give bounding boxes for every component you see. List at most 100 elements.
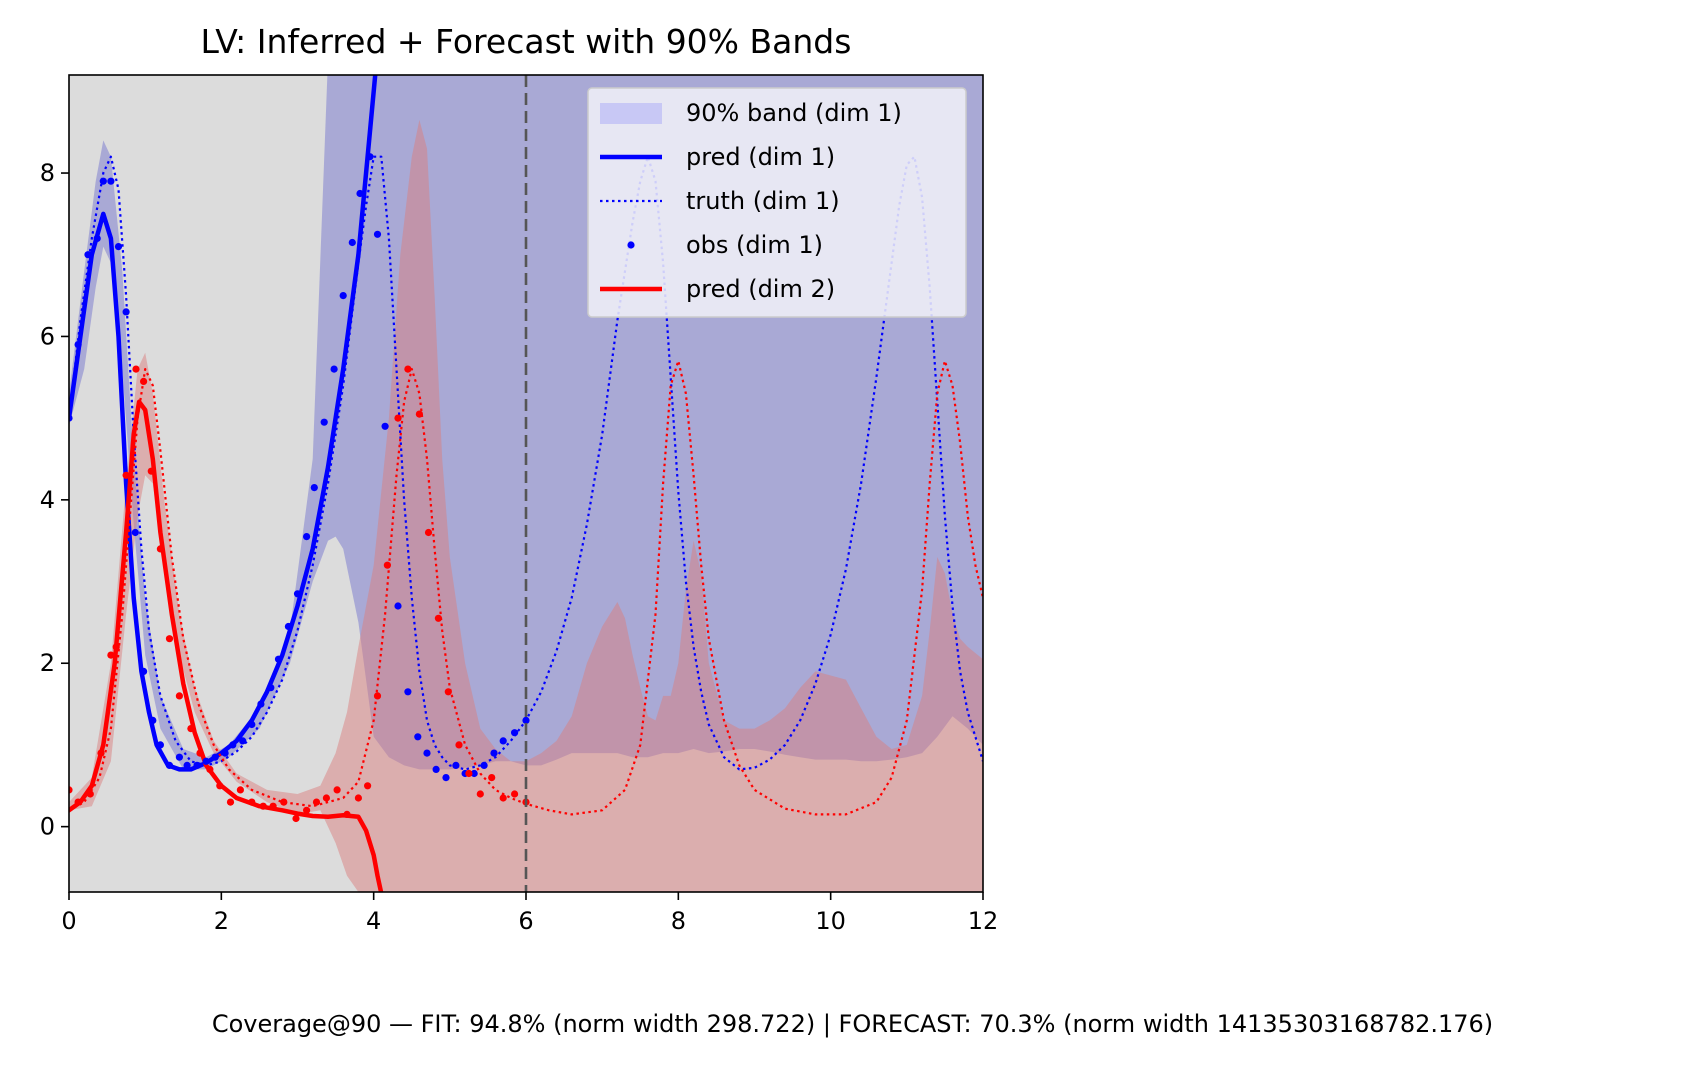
obs-dim-2-point [488, 774, 496, 782]
obs-dim-1-point [394, 602, 402, 610]
obs-dim-2-point [259, 802, 267, 810]
obs-dim-1-point [99, 177, 107, 185]
y-tick-label: 6 [40, 322, 55, 350]
legend: 90% band (dim 1) pred (dim 1) truth (dim 1… [587, 87, 967, 318]
obs-dim-1-point [107, 177, 115, 185]
obs-dim-1-point [69, 414, 73, 422]
x-tick-label: 8 [671, 907, 686, 935]
obs-dim-1-point [221, 749, 229, 757]
obs-dim-2-point [156, 545, 164, 553]
obs-dim-2-point [269, 802, 277, 810]
obs-dim-1-point [366, 153, 374, 161]
obs-dim-1-point [267, 684, 275, 692]
legend-label: pred (dim 2) [686, 275, 835, 303]
obs-dim-2-point [226, 798, 235, 806]
obs-dim-1-point [442, 774, 450, 782]
chart-title: LV: Inferred + Forecast with 90% Bands [201, 22, 852, 61]
obs-dim-2-point [465, 769, 473, 778]
obs-dim-1-point [470, 769, 478, 778]
markers-layer [69, 153, 530, 823]
obs-dim-1-point [490, 749, 498, 757]
legend-label: pred (dim 1) [686, 143, 835, 171]
obs-dim-2-point [196, 749, 204, 757]
legend-item: obs (dim 1) [627, 231, 823, 259]
obs-dim-1-point [310, 484, 318, 492]
legend-item: pred (dim 2) [600, 275, 835, 303]
obs-dim-2-point [499, 794, 507, 802]
y-tick-label: 2 [40, 649, 55, 677]
obs-dim-2-point [292, 814, 300, 823]
y-tick-label: 0 [40, 813, 55, 841]
legend-swatch [600, 103, 662, 124]
obs-dim-2-point [248, 798, 256, 806]
coverage-caption: Coverage@90 — FIT: 94.8% (norm width 298… [211, 1010, 1494, 1038]
obs-dim-1-point [330, 365, 338, 373]
obs-dim-1-point [303, 533, 311, 541]
obs-dim-2-point [444, 688, 452, 696]
obs-dim-1-point [114, 243, 123, 251]
obs-dim-1-point [356, 189, 364, 198]
obs-dim-1-point [149, 716, 157, 725]
obs-dim-2-point [476, 790, 484, 798]
obs-dim-2-point [312, 798, 321, 806]
x-tick-label: 2 [214, 907, 229, 935]
obs-dim-2-point [394, 414, 402, 422]
obs-dim-1-point [348, 238, 356, 247]
obs-dim-1-point [93, 234, 101, 242]
obs-dim-1-point [183, 761, 191, 770]
obs-dim-2-point [354, 794, 362, 802]
obs-dim-2-point [187, 725, 195, 733]
obs-dim-1-point [499, 737, 507, 745]
obs-dim-2-point [132, 365, 140, 373]
obs-dim-1-point [211, 753, 219, 761]
obs-dim-2-point [373, 692, 382, 700]
obs-dim-1-point [84, 251, 92, 259]
obs-dim-1-point [165, 761, 174, 770]
obs-dim-1-point [140, 667, 148, 676]
obs-dim-1-point [423, 749, 431, 757]
obs-dim-1-point [131, 528, 139, 537]
obs-dim-1-point [202, 757, 210, 765]
x-tick-label: 6 [518, 907, 533, 935]
obs-dim-1-point [320, 418, 328, 426]
obs-dim-2-point [147, 467, 155, 475]
obs-dim-2-point [343, 810, 351, 819]
y-axis: 0 2 4 6 8 [40, 159, 69, 841]
obs-dim-2-point [175, 692, 183, 700]
obs-dim-1-point [522, 716, 530, 725]
obs-dim-1-point [229, 741, 237, 749]
legend-item: truth (dim 1) [600, 187, 840, 215]
truth-dim-2-line [69, 359, 983, 816]
obs-dim-2-point [165, 635, 174, 643]
obs-dim-1-point [404, 688, 412, 696]
obs-dim-2-point [69, 786, 73, 794]
obs-dim-1-point [373, 230, 382, 238]
x-axis: 0 2 4 6 8 10 12 [61, 892, 998, 935]
legend-label: 90% band (dim 1) [686, 99, 902, 127]
legend-label: obs (dim 1) [686, 231, 823, 259]
obs-dim-1-point [156, 741, 164, 749]
obs-dim-2-point [112, 643, 120, 651]
y-tick-label: 8 [40, 159, 55, 187]
obs-dim-1-point [74, 341, 82, 349]
legend-label: truth (dim 1) [686, 187, 840, 215]
obs-dim-1-point [257, 700, 265, 708]
obs-dim-2-point [364, 782, 372, 790]
legend-box [587, 87, 967, 318]
obs-dim-2-point [97, 749, 105, 757]
y-tick-label: 4 [40, 486, 55, 514]
x-tick-label: 4 [366, 907, 381, 935]
legend-swatch [627, 241, 635, 249]
obs-dim-1-point [510, 729, 519, 737]
obs-dim-2-point [415, 410, 423, 418]
obs-dim-1-point [175, 753, 183, 761]
obs-dim-2-point [216, 782, 224, 790]
obs-dim-2-point [74, 798, 82, 806]
obs-dim-2-point [140, 377, 148, 385]
obs-dim-2-point [206, 765, 214, 774]
obs-dim-1-point [480, 761, 488, 770]
obs-dim-1-point [414, 733, 422, 741]
obs-dim-1-point [284, 622, 292, 631]
x-tick-label: 10 [815, 907, 846, 935]
